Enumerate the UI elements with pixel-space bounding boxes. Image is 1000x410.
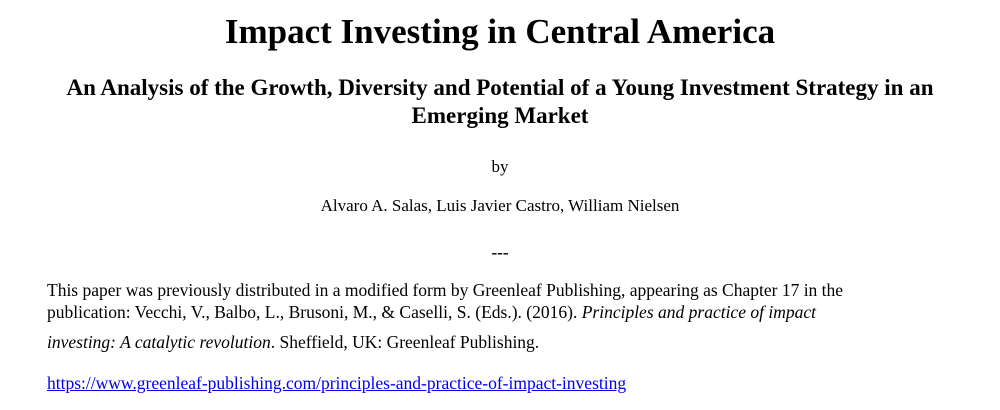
publisher-link[interactable]: https://www.greenleaf-publishing.com/pri… [47, 373, 627, 393]
authors-line: Alvaro A. Salas, Luis Javier Castro, Wil… [320, 196, 680, 215]
document-title: Impact Investing in Central America [224, 12, 776, 51]
citation-line-2-regular: publication: Vecchi, V., Balbo, L., Brus… [47, 302, 582, 322]
citation-line-2-italic: Principles and practice of impact [581, 302, 816, 322]
citation-line-3-regular: . Sheffield, UK: Greenleaf Publishing. [270, 332, 540, 352]
link-row: https://www.greenleaf-publishing.com/pri… [47, 373, 953, 394]
citation-line-2: publication: Vecchi, V., Balbo, L., Brus… [47, 301, 953, 323]
citation-line-3: investing: A catalytic revolution. Sheff… [47, 331, 953, 353]
document-subtitle: An Analysis of the Growth, Diversity and… [66, 75, 934, 128]
separator-dashes: --- [491, 243, 509, 262]
byline-label: by [491, 157, 509, 176]
citation-line-3-italic: investing: A catalytic revolution [47, 332, 271, 352]
citation-line-1: This paper was previously distributed in… [47, 280, 844, 300]
citation-paragraph: This paper was previously distributed in… [47, 279, 953, 353]
